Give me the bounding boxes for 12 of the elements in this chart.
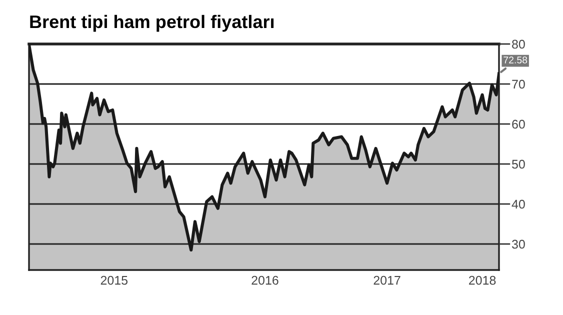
x-tick-label: 2016: [252, 276, 278, 285]
x-tick-label: 2015: [100, 276, 128, 285]
y-tick-label: 30: [512, 240, 525, 249]
x-tick-label: 2017: [374, 276, 400, 285]
x-tick-label: 2018: [469, 276, 496, 285]
y-tick-label: 60: [512, 120, 525, 129]
y-tick-label: 80: [512, 40, 525, 49]
y-tick-label: 70: [512, 80, 525, 89]
y-tick-label: 50: [512, 160, 525, 169]
chart-title: Brent tipi ham petrol fiyatları: [30, 14, 274, 32]
y-tick-label: 40: [512, 200, 525, 209]
annotation: 72.58: [504, 56, 528, 64]
